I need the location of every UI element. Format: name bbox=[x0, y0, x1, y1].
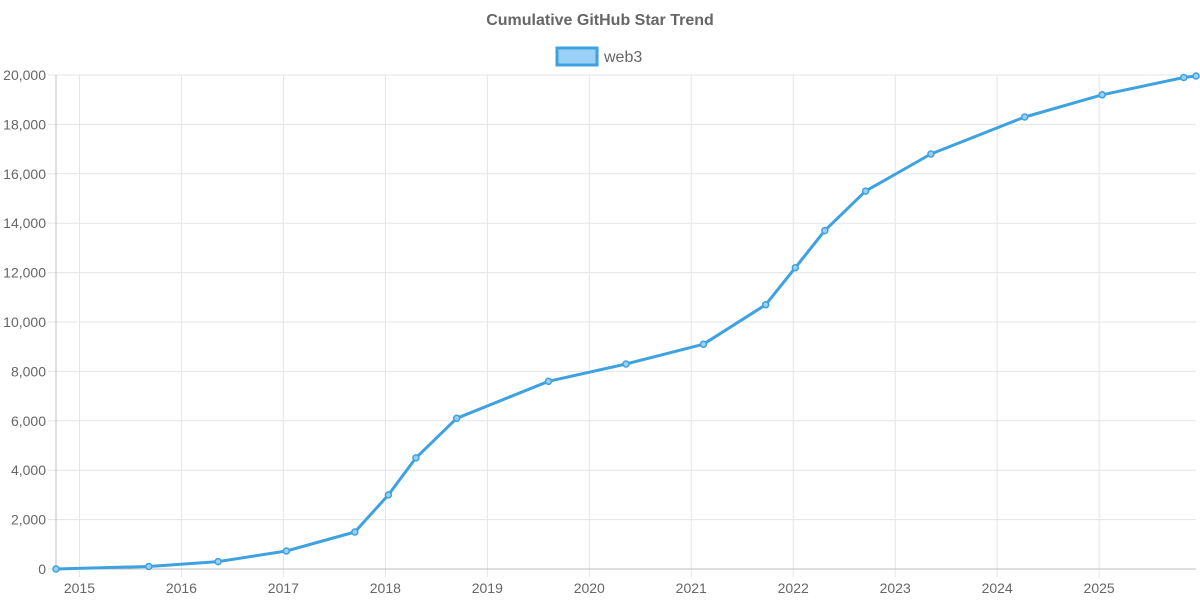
x-tick-label: 2021 bbox=[676, 580, 707, 596]
x-tick-label: 2022 bbox=[778, 580, 809, 596]
grid-layer bbox=[48, 74, 1196, 577]
data-point[interactable] bbox=[622, 360, 630, 368]
y-tick-label: 8,000 bbox=[11, 363, 46, 379]
data-point[interactable] bbox=[861, 187, 870, 195]
y-tick-label: 6,000 bbox=[11, 413, 46, 429]
data-point[interactable] bbox=[791, 263, 800, 272]
x-tick-label: 2019 bbox=[472, 580, 503, 596]
x-tick-label: 2016 bbox=[166, 580, 197, 596]
series-line-web3 bbox=[54, 74, 1198, 571]
y-tick-label: 14,000 bbox=[3, 215, 46, 231]
data-point[interactable] bbox=[699, 340, 708, 348]
x-tick-label: 2024 bbox=[982, 580, 1013, 596]
data-point[interactable] bbox=[1192, 72, 1200, 80]
y-tick-label: 12,000 bbox=[3, 265, 46, 281]
data-point[interactable] bbox=[384, 491, 393, 499]
x-tick-label: 2025 bbox=[1084, 580, 1115, 596]
data-point[interactable] bbox=[1020, 113, 1029, 121]
data-point[interactable] bbox=[821, 226, 829, 235]
axis-layer: 0 2,000 4,000 6,000 8,000 10,000 12,000 14,000 1… bbox=[3, 67, 1196, 596]
data-point[interactable] bbox=[214, 557, 222, 566]
x-tick-label: 2020 bbox=[574, 580, 605, 596]
chart-title: Cumulative GitHub Star Trend bbox=[486, 12, 714, 29]
y-tick-label: 10,000 bbox=[3, 314, 46, 330]
data-point[interactable] bbox=[452, 414, 461, 423]
data-point[interactable] bbox=[52, 565, 60, 573]
data-point[interactable] bbox=[544, 377, 553, 386]
data-point[interactable] bbox=[351, 528, 359, 536]
series-layer bbox=[52, 72, 1200, 573]
x-tick-label: 2018 bbox=[370, 580, 401, 596]
data-point[interactable] bbox=[761, 300, 770, 309]
y-tick-label: 18,000 bbox=[3, 116, 46, 132]
data-point[interactable] bbox=[145, 562, 153, 571]
x-tick-label: 2023 bbox=[880, 580, 911, 596]
legend[interactable]: web3 bbox=[555, 46, 642, 67]
x-tick-label: 2017 bbox=[268, 580, 299, 596]
legend-swatch[interactable] bbox=[555, 46, 599, 67]
y-tick-label: 0 bbox=[38, 561, 46, 577]
data-point[interactable] bbox=[927, 150, 935, 158]
data-point[interactable] bbox=[282, 547, 291, 555]
data-point[interactable] bbox=[412, 454, 420, 462]
y-tick-label: 16,000 bbox=[3, 166, 46, 182]
y-tick-label: 2,000 bbox=[11, 512, 46, 528]
legend-label[interactable]: web3 bbox=[603, 49, 642, 66]
data-point[interactable] bbox=[1180, 73, 1188, 82]
data-point[interactable] bbox=[1098, 91, 1106, 99]
y-tick-label: 20,000 bbox=[3, 67, 46, 83]
y-tick-label: 4,000 bbox=[11, 462, 46, 478]
x-tick-label: 2015 bbox=[64, 580, 95, 596]
